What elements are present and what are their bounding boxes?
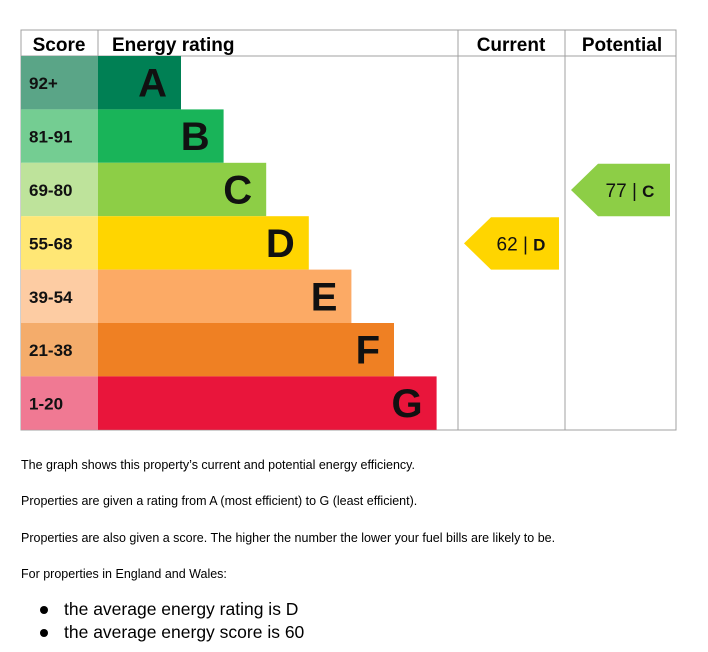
band-bar-e (98, 269, 352, 323)
band-bar-b (98, 109, 224, 163)
score-range-b: 81-91 (29, 128, 72, 147)
score-cell-b (21, 109, 98, 163)
header-potential: Potential (582, 35, 662, 56)
rating-markers: 62 | D 77 | C (464, 163, 670, 270)
explanation-score: Properties are also given a score. The h… (21, 531, 556, 545)
epc-chart: Score Energy rating Current Potential 92… (20, 29, 677, 431)
band-letter-g: G (391, 382, 422, 426)
explanation-graph: The graph shows this property’s current … (21, 458, 415, 472)
band-letter-e: E (311, 275, 338, 319)
score-range-g: 1-20 (29, 395, 63, 414)
band-bar-f (98, 323, 394, 377)
potential-rating-arrow (571, 163, 670, 217)
score-range-f: 21-38 (29, 341, 72, 360)
explanation-rating: Properties are given a rating from A (mo… (21, 494, 418, 508)
current-rating-label: 62 | D (497, 234, 546, 255)
band-bar-d (98, 216, 309, 270)
score-cell-a (21, 56, 98, 110)
band-bar-c (98, 162, 267, 217)
band-letter-a: A (138, 62, 167, 106)
score-cell-d (21, 216, 98, 270)
band-letter-f: F (356, 329, 380, 373)
band-letter-c: C (223, 169, 252, 213)
score-range-d: 55-68 (29, 234, 72, 253)
potential-rating-label: 77 | C (606, 181, 655, 202)
band-bar-g (98, 376, 437, 430)
score-cell-e (21, 269, 98, 323)
england-wales-note: For properties in England and Wales: (21, 567, 227, 581)
header-score: Score (33, 35, 86, 56)
score-range-c: 69-80 (29, 181, 72, 200)
score-range-e: 39-54 (29, 288, 73, 307)
score-cell-f (21, 323, 98, 377)
average-rating-item: the average energy rating is D (40, 598, 304, 621)
header-current: Current (477, 35, 546, 56)
averages-list: the average energy rating is D the avera… (40, 598, 304, 644)
average-score-item: the average energy score is 60 (40, 621, 304, 644)
band-letter-b: B (181, 115, 210, 159)
score-cell-g (21, 376, 98, 430)
band-letter-d: D (266, 222, 295, 266)
rating-bands: 92+ A 81-91 B 69-80 C 55-68 D 39-54 E 21-38 F 1-20 G (21, 56, 437, 430)
score-cell-c (21, 162, 98, 217)
header-energy-rating: Energy rating (112, 35, 234, 56)
score-range-a: 92+ (29, 74, 58, 93)
current-rating-arrow (464, 217, 559, 270)
band-bar-a (98, 56, 181, 110)
